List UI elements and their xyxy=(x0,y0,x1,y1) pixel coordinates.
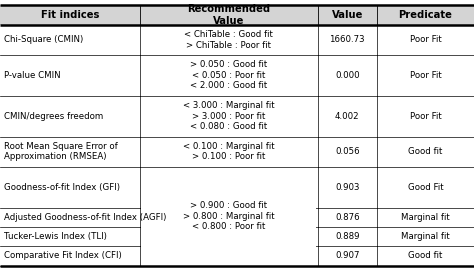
Text: Comparative Fit Index (CFI): Comparative Fit Index (CFI) xyxy=(4,251,121,260)
Bar xyxy=(0,227,474,246)
Bar xyxy=(0,25,474,55)
Text: 4.002: 4.002 xyxy=(335,112,359,121)
Text: Good Fit: Good Fit xyxy=(408,183,443,192)
Text: Good fit: Good fit xyxy=(408,147,443,156)
Text: Value: Value xyxy=(331,10,363,20)
Text: 0.903: 0.903 xyxy=(335,183,359,192)
Text: Tucker-Lewis Index (TLI): Tucker-Lewis Index (TLI) xyxy=(4,232,107,241)
Bar xyxy=(0,208,474,227)
Text: Good fit: Good fit xyxy=(408,251,443,260)
Bar xyxy=(0,137,474,167)
Text: Marginal fit: Marginal fit xyxy=(401,232,450,241)
Text: P-value CMIN: P-value CMIN xyxy=(4,71,60,80)
Text: 0.907: 0.907 xyxy=(335,251,359,260)
Text: Poor Fit: Poor Fit xyxy=(410,71,441,80)
Bar xyxy=(0,246,474,266)
Bar xyxy=(0,55,474,96)
Bar xyxy=(0,5,474,25)
Text: Root Mean Square Error of
Approximation (RMSEA): Root Mean Square Error of Approximation … xyxy=(4,142,118,161)
Text: Adjusted Goodness-of-fit Index (AGFI): Adjusted Goodness-of-fit Index (AGFI) xyxy=(4,213,166,222)
Text: < 3.000 : Marginal fit
> 3.000 : Poor fit
< 0.080 : Good fit: < 3.000 : Marginal fit > 3.000 : Poor fi… xyxy=(183,101,274,131)
Text: Marginal fit: Marginal fit xyxy=(401,213,450,222)
Text: 1660.73: 1660.73 xyxy=(329,36,365,44)
Text: Poor Fit: Poor Fit xyxy=(410,112,441,121)
Text: < 0.100 : Marginal fit
> 0.100 : Poor fit: < 0.100 : Marginal fit > 0.100 : Poor fi… xyxy=(183,142,274,161)
Text: > 0.900 : Good fit
> 0.800 : Marginal fit
< 0.800 : Poor fit: > 0.900 : Good fit > 0.800 : Marginal fi… xyxy=(183,201,274,231)
Text: < ChiTable : Good fit
> ChiTable : Poor fit: < ChiTable : Good fit > ChiTable : Poor … xyxy=(184,30,273,50)
Text: Recommended
Value: Recommended Value xyxy=(187,4,270,26)
Text: CMIN/degrees freedom: CMIN/degrees freedom xyxy=(4,112,103,121)
Text: Poor Fit: Poor Fit xyxy=(410,36,441,44)
Text: 0.056: 0.056 xyxy=(335,147,359,156)
Text: 0.876: 0.876 xyxy=(335,213,359,222)
Text: Predicate: Predicate xyxy=(399,10,452,20)
Text: Fit indices: Fit indices xyxy=(41,10,99,20)
Text: > 0.050 : Good fit
< 0.050 : Poor fit
< 2.000 : Good fit: > 0.050 : Good fit < 0.050 : Poor fit < … xyxy=(190,60,267,90)
Text: 0.889: 0.889 xyxy=(335,232,359,241)
Bar xyxy=(0,167,474,208)
Text: Goodness-of-fit Index (GFI): Goodness-of-fit Index (GFI) xyxy=(4,183,120,192)
Bar xyxy=(0,96,474,137)
Text: Chi-Square (CMIN): Chi-Square (CMIN) xyxy=(4,36,83,44)
Text: 0.000: 0.000 xyxy=(335,71,359,80)
